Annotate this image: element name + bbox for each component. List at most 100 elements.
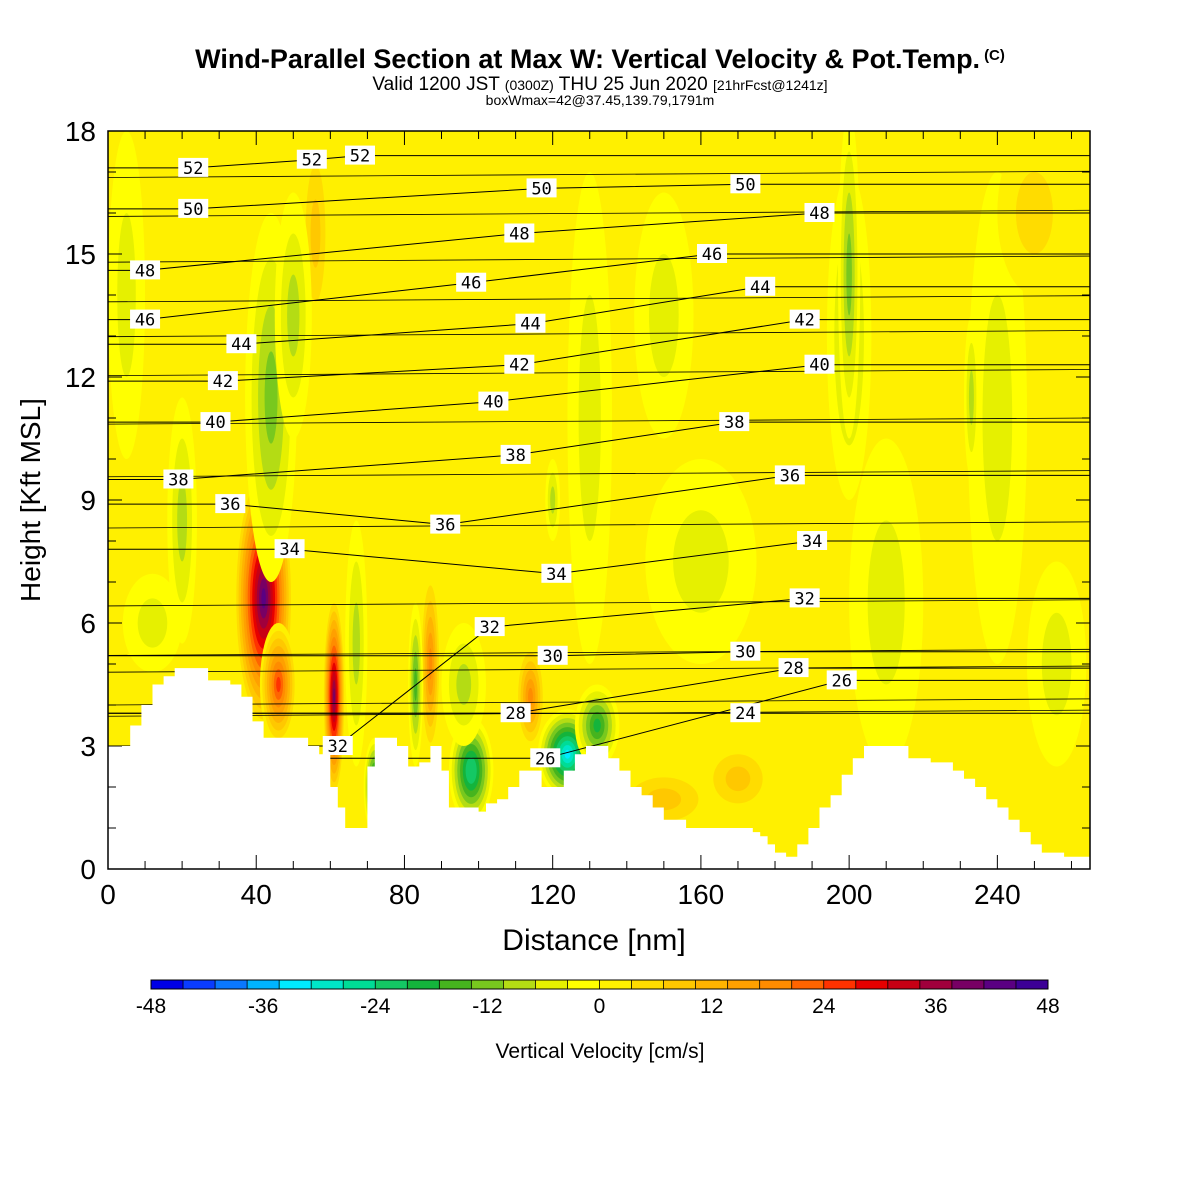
colorbar-swatch (375, 980, 408, 989)
label-box (163, 469, 194, 489)
valid-prefix: Valid 1200 JST (372, 74, 500, 95)
isentrope-label: 32 (322, 736, 353, 757)
y-tick-label: 18 (65, 116, 96, 147)
label-box (826, 670, 857, 690)
isentrope-label-text: 50 (531, 179, 551, 199)
w-contour-band (725, 766, 751, 792)
label-box (804, 203, 835, 222)
label-box (804, 354, 835, 374)
label-box (474, 617, 505, 637)
x-tick-label: 40 (241, 879, 272, 910)
w-contour-band (550, 486, 556, 514)
isentrope-label-text: 46 (461, 274, 481, 294)
isentrope-label-text: 42 (794, 311, 814, 331)
isentrope-label: 32 (474, 617, 505, 638)
colorbar: -48 -36 -24 -12 0 12 24 36 48 Vertical Velocity [… (136, 979, 1060, 1063)
isentrope-label-text: 52 (183, 159, 203, 179)
y-tick-label: 0 (80, 854, 96, 885)
label-box (430, 514, 461, 534)
colorbar-tick-label: -36 (248, 995, 278, 1018)
colorbar-frame (150, 979, 1049, 990)
isentrope-label: 46 (456, 272, 487, 294)
chart-title: Wind-Parallel Section at Max W: Vertical… (0, 44, 1200, 75)
w-contour-band (982, 295, 1013, 541)
y-tick-label: 9 (80, 485, 96, 516)
label-box (130, 260, 161, 280)
label-box (200, 412, 231, 432)
colorbar-label: Vertical Velocity [cm/s] (496, 1040, 705, 1063)
w-feature (567, 172, 612, 664)
isentrope-label-text: 36 (435, 516, 455, 536)
isentrope-line (108, 330, 1090, 338)
isentrope-label: 48 (130, 260, 161, 281)
w-contour-band (649, 254, 679, 377)
label-box (719, 412, 750, 432)
isentrope-label-text: 38 (168, 471, 188, 491)
colorbar-swatch (503, 980, 536, 989)
label-box (504, 354, 535, 374)
isentrope-label-text: 26 (831, 671, 851, 691)
w-contour-band (527, 687, 533, 706)
w-contour-band (468, 763, 474, 778)
isentrope-label: 38 (500, 444, 531, 466)
label-box (322, 736, 353, 755)
w-contour-band (264, 351, 278, 444)
isentrope-label-text: 38 (724, 413, 744, 433)
label-box (774, 465, 805, 485)
isentrope-label: 50 (178, 198, 209, 220)
y-tick-label: 3 (80, 731, 96, 762)
label-box (178, 198, 209, 218)
colorbar-tick-label: 0 (594, 995, 606, 1018)
isentrope-label: 52 (344, 145, 375, 167)
isentrope-label-text: 52 (350, 147, 370, 167)
isentrope-line (108, 667, 1090, 714)
isentrope-label-text: 36 (780, 466, 800, 486)
x-tick-label: 80 (389, 879, 420, 910)
isentrope-label: 44 (515, 313, 546, 335)
label-box (730, 703, 761, 723)
isentrope-line (108, 295, 1090, 303)
w-contour-band (117, 213, 136, 377)
colorbar-tick-label: 12 (700, 995, 723, 1018)
isentrope-label-text: 28 (505, 704, 525, 724)
isentrope-line (108, 698, 1090, 706)
colorbar-swatch (919, 980, 953, 989)
isentrope-label-text: 52 (302, 151, 322, 171)
isentrope-label-text: 34 (279, 540, 299, 560)
w-contour-band (646, 788, 682, 811)
isentrope-label-text: 26 (535, 749, 555, 769)
label-box (730, 174, 761, 194)
w-feature (545, 459, 561, 541)
isentrope-label: 44 (226, 334, 257, 355)
isentrope-label-text: 40 (483, 393, 503, 413)
w-contour-band (352, 602, 360, 685)
colorbar-tick-label: 24 (812, 995, 836, 1018)
label-box (456, 272, 487, 292)
title-text: Wind-Parallel Section at Max W: Vertical… (195, 44, 981, 74)
x-tick-label: 120 (529, 879, 576, 910)
isentrope-label: 48 (504, 223, 535, 245)
colorbar-tick-label: 36 (924, 995, 947, 1018)
colorbar-swatch (407, 980, 440, 989)
w-feature (838, 131, 861, 439)
isentrope-label: 38 (719, 412, 750, 433)
w-feature (345, 520, 368, 767)
valid-date: THU 25 Jun 2020 (558, 74, 708, 95)
w-feature (964, 315, 979, 480)
isentrope-label: 26 (530, 748, 561, 769)
w-contour-band (968, 370, 974, 425)
isentrope-label-text: 32 (328, 737, 348, 757)
w-feature (1027, 561, 1087, 767)
w-feature (259, 623, 297, 746)
isentrope-line (108, 470, 1090, 478)
isentrope-label: 48 (804, 203, 835, 224)
colorbar-tick-label: 48 (1036, 995, 1059, 1018)
isentrope-label: 50 (730, 174, 761, 195)
label-box (215, 494, 246, 514)
w-contour-band (177, 479, 188, 562)
y-axis-label: Height [Kft MSL] (15, 398, 46, 602)
isentrope-label-text: 44 (520, 315, 540, 335)
title-suffix: (C) (984, 47, 1005, 64)
label-box (500, 703, 531, 723)
